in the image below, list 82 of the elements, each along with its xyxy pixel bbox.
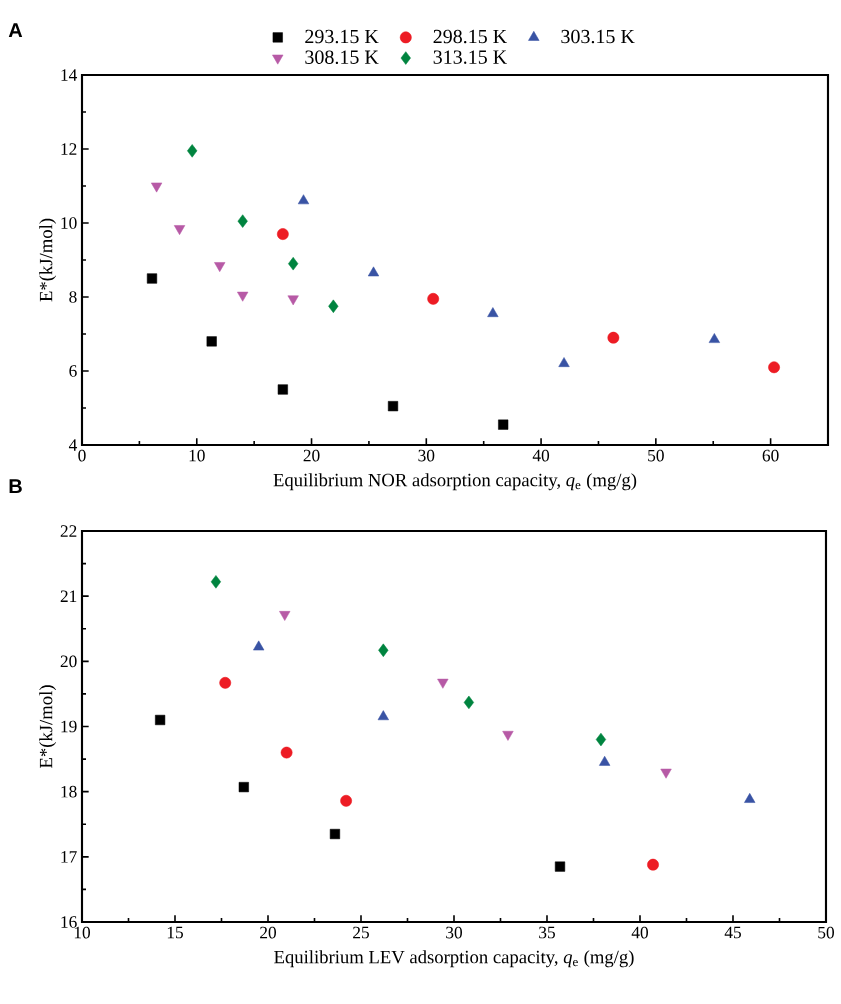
point xyxy=(595,732,606,747)
y-tick-label: 12 xyxy=(61,143,77,155)
x-tick-label: 15 xyxy=(167,926,183,939)
legend-label: 298.15 K xyxy=(433,29,507,44)
point xyxy=(237,291,249,302)
legend-label: 293.15 K xyxy=(305,29,379,44)
point xyxy=(214,262,226,272)
x-tick-label: 30 xyxy=(418,449,435,462)
x-axis-title: Equilibrium LEV adsorption capacity, q$_{e}$ (mg/g) xyxy=(274,950,634,968)
point xyxy=(427,292,440,305)
point xyxy=(768,361,780,374)
text: B xyxy=(9,479,22,494)
point xyxy=(554,861,566,872)
y-axis-title: E*(kJ/mol) xyxy=(39,685,57,768)
y-tick-label: 22 xyxy=(60,525,77,537)
y-tick-label: 4 xyxy=(68,439,78,451)
y-axis-title: E*(kJ/mol) xyxy=(39,218,57,302)
point xyxy=(340,794,352,807)
point xyxy=(329,828,341,840)
y-tick-label: 20 xyxy=(60,655,77,668)
point xyxy=(288,257,299,271)
point xyxy=(287,295,299,306)
point xyxy=(708,333,720,343)
point xyxy=(187,144,198,158)
point xyxy=(277,384,288,395)
point xyxy=(437,678,449,689)
x-tick-label: 60 xyxy=(762,449,779,462)
legend-label: 313.15 K xyxy=(433,50,507,64)
x-tick-label: 40 xyxy=(631,926,648,939)
point xyxy=(607,331,620,344)
point xyxy=(647,858,659,871)
legend-label: 303.15 K xyxy=(561,29,635,44)
y-tick-label: 21 xyxy=(60,590,77,602)
point xyxy=(151,182,163,193)
point xyxy=(206,336,217,347)
x-tick-label: 50 xyxy=(648,449,664,462)
x-tick-label: 25 xyxy=(353,926,369,939)
point xyxy=(377,710,389,721)
y-tick-label: 16 xyxy=(61,916,77,928)
x-axis-title: Equilibrium NOR adsorption capacity, q$_{e}$ (mg/g) xyxy=(273,473,637,491)
point xyxy=(498,419,509,430)
x-tick-label: 0 xyxy=(78,449,86,462)
point xyxy=(599,755,611,766)
point xyxy=(210,575,221,589)
point xyxy=(280,746,293,759)
x-tick-label: 45 xyxy=(724,926,741,939)
point xyxy=(237,214,248,228)
point xyxy=(387,401,399,412)
y-tick-label: 6 xyxy=(69,365,77,377)
y-tick-label: 10 xyxy=(61,217,77,229)
point xyxy=(173,225,186,235)
x-tick-label: 35 xyxy=(539,926,555,939)
x-tick-label: 10 xyxy=(189,449,205,462)
text: A xyxy=(8,23,23,38)
point xyxy=(487,307,499,317)
y-tick-label: 18 xyxy=(61,785,77,798)
point xyxy=(502,730,514,741)
point xyxy=(276,228,289,240)
point xyxy=(253,640,265,651)
legend-label: 308.15 K xyxy=(305,50,379,64)
point xyxy=(378,643,389,657)
point xyxy=(463,695,474,710)
x-tick-label: 50 xyxy=(818,926,834,939)
point xyxy=(744,793,756,803)
point xyxy=(219,676,232,689)
point xyxy=(279,611,291,621)
y-tick-label: 19 xyxy=(61,720,77,733)
point xyxy=(297,194,310,205)
y-tick-label: 14 xyxy=(61,69,78,81)
y-tick-label: 8 xyxy=(69,291,77,303)
point xyxy=(660,768,672,779)
point xyxy=(238,782,249,793)
point xyxy=(367,266,380,277)
x-tick-label: 40 xyxy=(532,449,550,462)
point xyxy=(146,273,158,284)
point xyxy=(155,714,166,726)
y-tick-label: 17 xyxy=(61,851,77,863)
x-tick-label: 30 xyxy=(446,926,463,939)
point xyxy=(558,357,570,367)
x-tick-label: 20 xyxy=(303,449,320,462)
point xyxy=(328,299,339,313)
x-tick-label: 20 xyxy=(260,926,277,939)
